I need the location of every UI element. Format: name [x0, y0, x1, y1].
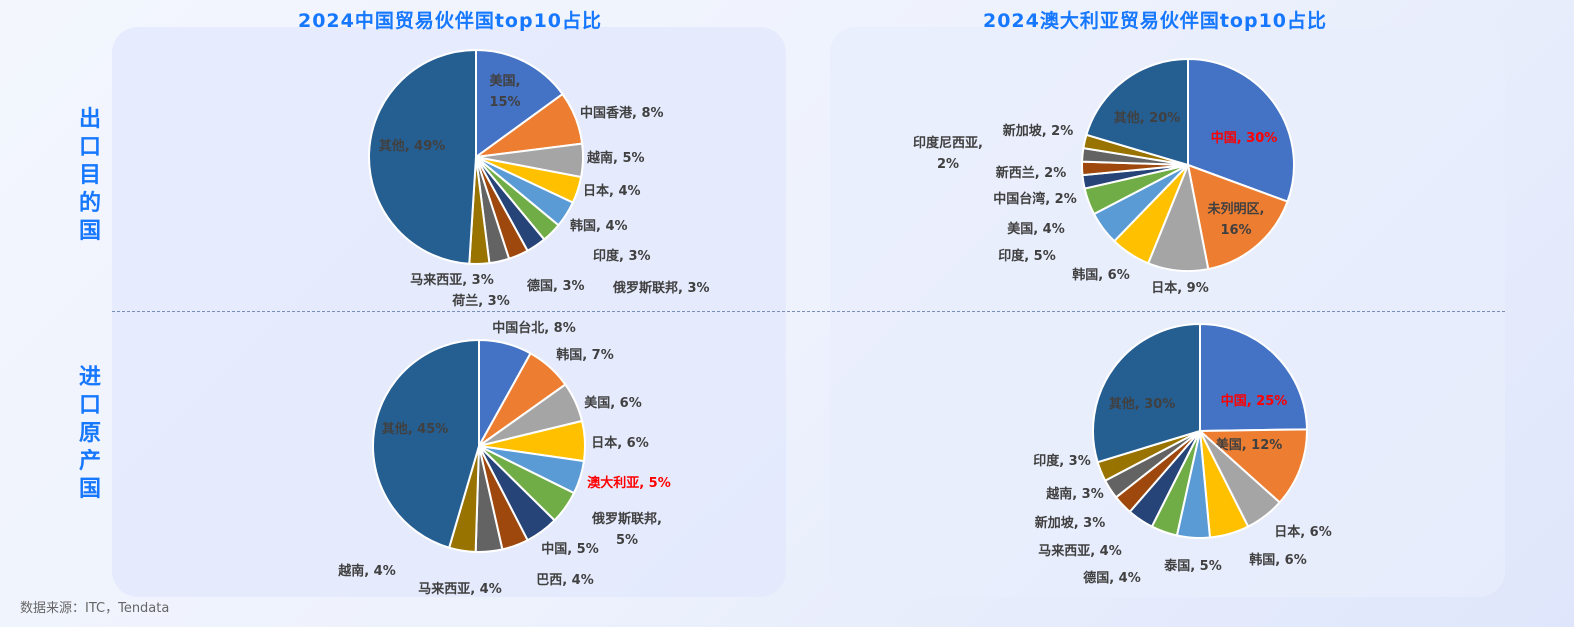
data-label-韩国: 韩国, 6% [1249, 552, 1307, 568]
data-label-中国香港: 中国香港, 8% [580, 105, 664, 121]
data-label-中国: 中国, 5% [541, 541, 599, 557]
data-label-越南: 越南, 4% [337, 563, 396, 579]
data-label-新加坡: 新加坡, 2% [1003, 123, 1074, 139]
australia-column-title: 2024澳大利亚贸易伙伴国top10占比 [982, 10, 1328, 32]
data-label-日本: 日本, 6% [591, 435, 649, 451]
data-label-印度尼西亚: 印度尼西亚, 2% [913, 135, 983, 172]
data-label-韩国: 韩国, 4% [570, 218, 628, 234]
pie-slice-其他 [372, 338, 480, 549]
data-label-其他: 其他, 49% [379, 138, 446, 154]
pie-chart-2: 中国, 30% 未列明区, 16% 日本, 9% 韩国, 6% 印度, 5% 美国, 4% 中… [913, 57, 1295, 296]
data-label-美国: 美国, 12% [1216, 437, 1283, 453]
pie-slice-未列明区 [1186, 163, 1289, 271]
data-label-中国台湾: 中国台湾, 2% [993, 191, 1077, 207]
row-divider [112, 311, 1505, 312]
data-source: 数据来源：ITC，Tendata [20, 601, 170, 616]
data-label-俄罗斯联邦: 俄罗斯联邦, 3% [612, 280, 710, 296]
data-label-澳大利亚: 澳大利亚, 5% [587, 475, 671, 491]
export-row-label: 出口目的国 [78, 107, 101, 244]
data-label-巴西: 巴西, 4% [536, 573, 594, 588]
pie-slice-其他 [368, 48, 477, 265]
pie-chart-3: 中国台北, 8% 韩国, 7% 美国, 6% 日本, 6% 澳大利亚, 5% 俄罗斯联邦,… [337, 320, 671, 597]
data-label-马来西亚: 马来西亚, 4% [1038, 543, 1122, 559]
data-label-韩国: 韩国, 6% [1072, 267, 1130, 283]
data-label-新西兰: 新西兰, 2% [996, 165, 1067, 181]
data-label-日本: 日本, 4% [583, 183, 641, 199]
data-label-印度: 印度, 5% [998, 248, 1056, 264]
pie-slice-美国 [475, 48, 564, 159]
pie-chart-4: 中国, 25% 美国, 12% 日本, 6% 韩国, 6% 泰国, 5% 德国, 4% 马来… [1033, 322, 1332, 586]
data-label-马来西亚: 马来西亚, 4% [418, 581, 502, 597]
data-label-美国: 美国, 6% [584, 395, 642, 411]
pie-slice-其他 [1085, 57, 1189, 167]
data-label-未列明区: 未列明区, 16% [1207, 201, 1265, 238]
import-row-label: 进口原产国 [78, 365, 101, 502]
data-label-其他: 其他, 30% [1109, 396, 1176, 412]
data-label-美国: 美国, 15% [489, 73, 520, 110]
data-label-其他: 其他, 20% [1114, 110, 1181, 126]
data-label-日本: 日本, 6% [1274, 524, 1332, 540]
data-label-德国: 德国, 3% [527, 278, 585, 294]
data-label-中国: 中国, 25% [1221, 393, 1288, 409]
data-label-日本: 日本, 9% [1151, 280, 1209, 296]
data-label-泰国: 泰国, 5% [1163, 558, 1222, 574]
china-column-title: 2024中国贸易伙伴国top10占比 [297, 10, 603, 32]
data-label-马来西亚: 马来西亚, 3% [410, 272, 494, 288]
data-label-中国: 中国, 30% [1211, 130, 1278, 146]
data-label-美国: 美国, 4% [1007, 221, 1065, 237]
data-label-中国台北: 中国台北, 8% [492, 320, 576, 336]
pie-slice-中国 [1199, 322, 1309, 433]
pie-slice-其他 [1092, 322, 1201, 464]
data-label-俄罗斯联邦: 俄罗斯联邦, 5% [591, 511, 662, 548]
data-label-德国: 德国, 4% [1083, 570, 1141, 586]
data-label-韩国: 韩国, 7% [556, 347, 614, 363]
pie-slice-中国 [1187, 57, 1295, 203]
data-label-其他: 其他, 45% [382, 421, 449, 437]
data-label-印度: 印度, 3% [1033, 453, 1091, 469]
data-label-印度: 印度, 3% [593, 248, 651, 264]
data-label-越南: 越南, 3% [1045, 486, 1104, 502]
pie-slice-美国 [1197, 428, 1308, 504]
data-label-荷兰: 荷兰, 3% [451, 293, 510, 309]
pie-chart-1: 美国, 15% 中国香港, 8% 越南, 5% 日本, 4% 韩国, 4% 印度, 3% 俄罗… [368, 48, 710, 309]
data-label-越南: 越南, 5% [586, 150, 645, 166]
data-label-新加坡: 新加坡, 3% [1035, 515, 1106, 531]
